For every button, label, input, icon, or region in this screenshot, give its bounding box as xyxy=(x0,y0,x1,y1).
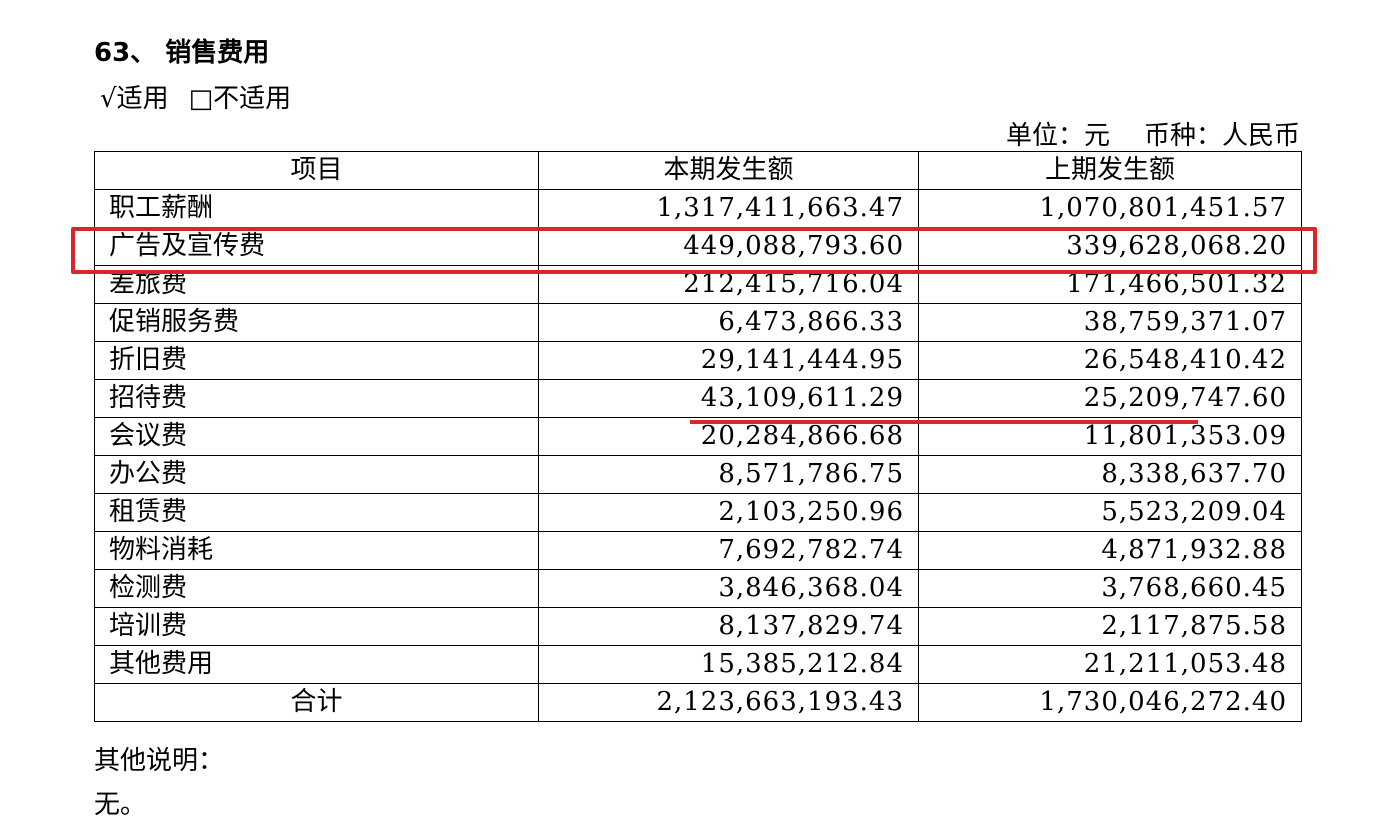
amount-cell: 3,768,660.45 xyxy=(918,569,1302,608)
data-row: 招待费 43,109,611.29 25,209,747.60 xyxy=(94,379,1302,418)
item-cell: 会议费 xyxy=(94,417,539,456)
item-cell: 其他费用 xyxy=(94,645,539,684)
column-header: 项目 xyxy=(94,151,539,190)
amount-cell: 25,209,747.60 xyxy=(918,379,1302,418)
data-row: 办公费 8,571,786.75 8,338,637.70 xyxy=(94,455,1302,494)
amount-cell: 1,317,411,663.47 xyxy=(538,189,919,228)
amount-cell: 8,137,829.74 xyxy=(538,607,919,646)
amount-cell: 21,211,053.48 xyxy=(918,645,1302,684)
applicable-option: √适用 xyxy=(100,84,169,114)
amount-cell: 339,628,068.20 xyxy=(918,227,1302,266)
amount-cell: 1,070,801,451.57 xyxy=(918,189,1302,228)
unit-line: 单位：元 币种：人民币 xyxy=(1006,115,1300,152)
note-label: 其他说明： xyxy=(94,746,225,776)
amount-cell: 7,692,782.74 xyxy=(538,531,919,570)
total-row: 合计 2,123,663,193.43 1,730,046,272.40 xyxy=(94,683,1302,722)
amount-cell: 2,117,875.58 xyxy=(918,607,1302,646)
table-body: 项目 本期发生额 上期发生额 职工薪酬 1,317,411,663.47 1,070,80… xyxy=(94,151,1302,722)
data-row: 检测费 3,846,368.04 3,768,660.45 xyxy=(94,569,1302,608)
amount-cell: 6,473,866.33 xyxy=(538,303,919,342)
item-cell: 合计 xyxy=(94,683,539,722)
amount-cell: 449,088,793.60 xyxy=(538,227,919,266)
item-cell: 物料消耗 xyxy=(94,531,539,570)
amount-cell: 8,338,637.70 xyxy=(918,455,1302,494)
data-row: 培训费 8,137,829.74 2,117,875.58 xyxy=(94,607,1302,646)
item-cell: 职工薪酬 xyxy=(94,189,539,228)
item-cell: 租赁费 xyxy=(94,493,539,532)
header-row: 项目 本期发生额 上期发生额 xyxy=(94,151,1302,190)
item-cell: 培训费 xyxy=(94,607,539,646)
item-cell: 折旧费 xyxy=(94,341,539,380)
item-cell: 促销服务费 xyxy=(94,303,539,342)
column-header: 本期发生额 xyxy=(538,151,919,190)
item-cell: 招待费 xyxy=(94,379,539,418)
currency: 币种：人民币 xyxy=(1143,121,1300,151)
item-cell: 检测费 xyxy=(94,569,539,608)
highlight-underline xyxy=(690,420,1198,424)
amount-cell: 2,103,250.96 xyxy=(538,493,919,532)
amount-cell: 3,846,368.04 xyxy=(538,569,919,608)
data-row: 促销服务费 6,473,866.33 38,759,371.07 xyxy=(94,303,1302,342)
amount-cell: 2,123,663,193.43 xyxy=(538,683,919,722)
amount-cell: 1,730,046,272.40 xyxy=(918,683,1302,722)
amount-cell: 38,759,371.07 xyxy=(918,303,1302,342)
highlight-box xyxy=(71,227,1317,274)
amount-cell: 8,571,786.75 xyxy=(538,455,919,494)
amount-cell: 43,109,611.29 xyxy=(538,379,919,418)
amount-cell: 4,871,932.88 xyxy=(918,531,1302,570)
amount-cell: 29,141,444.95 xyxy=(538,341,919,380)
amount-cell: 5,523,209.04 xyxy=(918,493,1302,532)
data-row: 折旧费 29,141,444.95 26,548,410.42 xyxy=(94,341,1302,380)
section-title: 63、 销售费用 xyxy=(94,38,270,68)
data-row: 其他费用 15,385,212.84 21,211,053.48 xyxy=(94,645,1302,684)
amount-cell: 26,548,410.42 xyxy=(918,341,1302,380)
data-row: 职工薪酬 1,317,411,663.47 1,070,801,451.57 xyxy=(94,189,1302,228)
expense-table: 项目 本期发生额 上期发生额 职工薪酬 1,317,411,663.47 1,070,80… xyxy=(94,151,1302,722)
amount-cell: 15,385,212.84 xyxy=(538,645,919,684)
item-cell: 办公费 xyxy=(94,455,539,494)
note: 无。 xyxy=(94,790,147,820)
not-applicable-option: □不适用 xyxy=(188,84,292,114)
data-row: 物料消耗 7,692,782.74 4,871,932.88 xyxy=(94,531,1302,570)
data-row: 租赁费 2,103,250.96 5,523,209.04 xyxy=(94,493,1302,532)
column-header: 上期发生额 xyxy=(918,151,1302,190)
applicability: √适用 □不适用 xyxy=(100,78,291,115)
data-row: 会议费 20,284,866.68 11,801,353.09 xyxy=(94,417,1302,456)
unit: 单位：元 xyxy=(1005,121,1110,151)
